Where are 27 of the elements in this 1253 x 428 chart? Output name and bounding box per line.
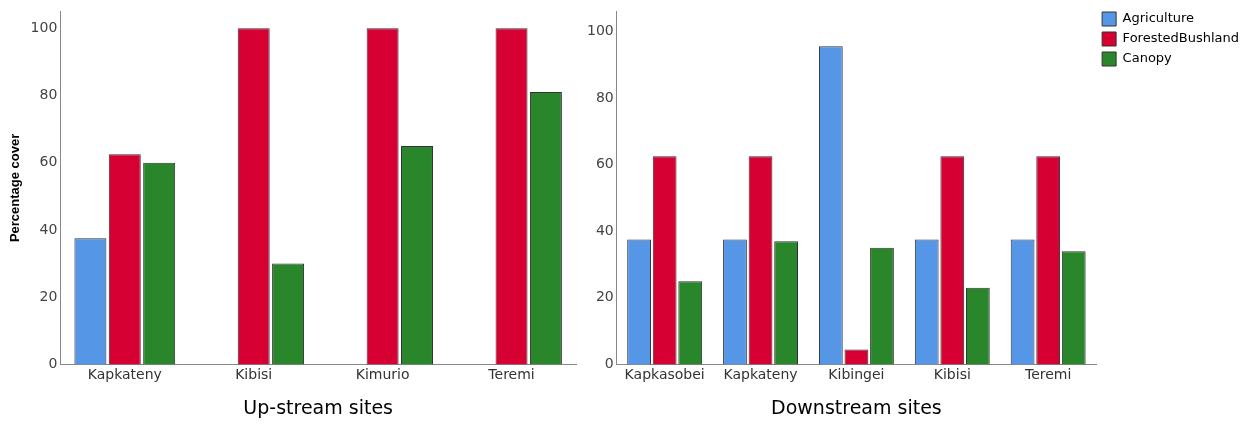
y-tick-label: 80: [595, 88, 614, 105]
legend-label: ForestedBushland: [1122, 30, 1240, 46]
y-tick-label: 80: [39, 86, 58, 103]
x-axis-title: Downstream sites: [771, 395, 942, 418]
legend-label: Canopy: [1122, 50, 1173, 66]
y-axis-title: Percentage cover: [7, 133, 23, 243]
x-tick-label: Kibingei: [828, 366, 885, 383]
legend-label: Agriculture: [1122, 10, 1195, 26]
x-tick-label: Kapkasobei: [624, 366, 705, 383]
x-tick-label: Kapkateny: [723, 366, 798, 383]
x-tick-label: Teremi: [1023, 366, 1072, 383]
y-tick-label: 0: [48, 355, 58, 372]
x-axis-title: Up-stream sites: [243, 395, 393, 418]
x-tick-label: Kimurio: [355, 366, 410, 383]
x-tick-label: Kapkateny: [87, 366, 162, 383]
y-tick-label: 100: [586, 22, 614, 39]
x-tick-label: Teremi: [487, 366, 535, 383]
x-tick-label: Kibisi: [235, 366, 273, 383]
y-tick-label: 0: [604, 355, 614, 372]
y-tick-label: 100: [30, 18, 58, 35]
x-tick-label: Kibisi: [933, 366, 971, 383]
y-tick-label: 40: [39, 220, 58, 237]
y-tick-label: 20: [595, 288, 614, 305]
y-tick-label: 20: [39, 287, 58, 304]
y-tick-label: 40: [595, 221, 614, 238]
y-tick-label: 60: [39, 153, 58, 170]
y-tick-label: 60: [595, 155, 614, 172]
